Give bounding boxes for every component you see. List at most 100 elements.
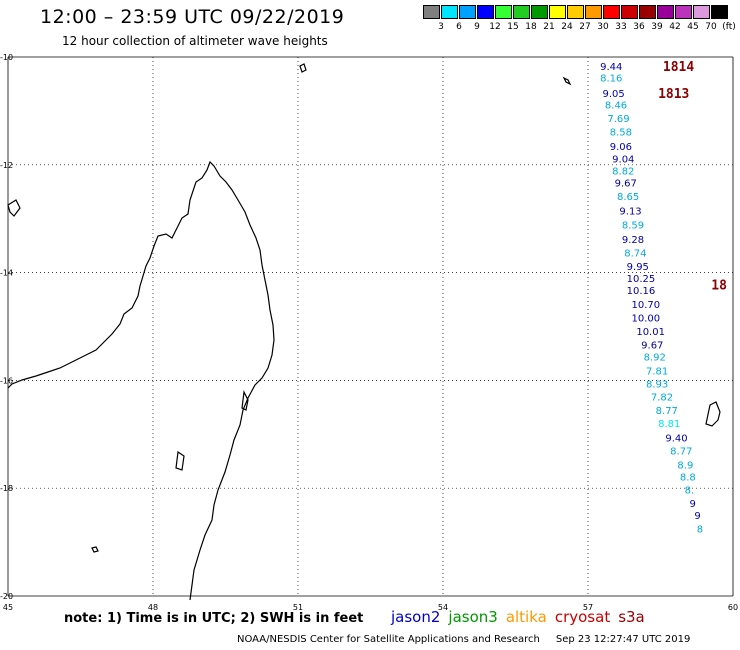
wave-height-value: 8.81: [658, 419, 680, 430]
scale-label: 24: [561, 22, 573, 32]
map-subtitle: 12 hour collection of altimeter wave hei…: [62, 34, 328, 48]
scale-label: 30: [597, 22, 609, 32]
scale-label: 18: [525, 22, 537, 32]
wave-height-value: 10.70: [632, 300, 661, 311]
wave-height-value: 9.95: [627, 262, 649, 273]
legend-jason2: jason2: [391, 608, 441, 626]
coastline: [7, 63, 721, 601]
wave-height-value: 8.82: [612, 167, 634, 178]
scale-label: 15: [507, 22, 519, 32]
wave-height-value: 8.9: [677, 460, 693, 471]
wave-height-value: 10.00: [632, 313, 661, 324]
lat-tick-label: -12: [0, 161, 13, 170]
scale-label: 45: [687, 22, 699, 32]
wave-height-value: 8.58: [610, 127, 632, 138]
scale-swatch: [549, 5, 566, 19]
lon-tick-label: 45: [3, 603, 13, 612]
scale-label: 39: [651, 22, 663, 32]
scale-swatch: [513, 5, 530, 19]
mozambique-channel-islet: [241, 389, 249, 411]
wave-height-value: 8.77: [656, 406, 678, 417]
agalega-islet: [562, 76, 572, 86]
scale-label: 6: [456, 22, 462, 32]
credit-text: NOAA/NESDIS Center for Satellite Applica…: [237, 634, 540, 645]
pass-number: 1813: [658, 87, 689, 102]
wave-height-value: 7.81: [646, 367, 668, 378]
wave-height-value: 10.25: [627, 274, 656, 285]
wave-height-value: 8.77: [670, 446, 692, 457]
legend-altika: altika: [505, 608, 547, 626]
lon-tick-label: 48: [148, 603, 158, 612]
scale-label: 3: [438, 22, 444, 32]
wave-height-value: 8: [697, 525, 703, 536]
lat-tick-label: -10: [0, 53, 13, 62]
scale-swatch: [657, 5, 674, 19]
west-islet: [91, 546, 99, 553]
wave-height-value: 10.16: [627, 286, 656, 297]
scale-swatch: [621, 5, 638, 19]
timestamp-text: Sep 23 12:27:47 UTC 2019: [555, 634, 691, 645]
scale-label: 27: [579, 22, 591, 32]
wave-height-value: 10.01: [636, 327, 665, 338]
scale-label: 36: [633, 22, 645, 32]
lon-tick-label: 57: [583, 603, 593, 612]
lon-tick-label: 54: [438, 603, 448, 612]
scale-swatch: [567, 5, 584, 19]
pass-number-labels: 1814 1813 18: [658, 60, 727, 293]
satellite-legend: jason2 jason3 altika cryosat s3a: [391, 608, 653, 626]
scale-swatch: [711, 5, 728, 19]
lon-tick-label: 51: [293, 603, 303, 612]
wave-height-value: 8.65: [617, 192, 639, 203]
scale-label: 42: [669, 22, 681, 32]
axis-labels: -10 -12 -14 -16 -18 -20 45 48 51 54 57 60: [0, 53, 738, 612]
lon-tick-label: 60: [728, 603, 738, 612]
lat-tick-label: -14: [0, 269, 13, 278]
wave-height-value: 9.04: [612, 154, 634, 165]
scale-label: 9: [474, 22, 480, 32]
wave-height-labels: 9.448.169.058.467.698.589.069.048.829.67…: [600, 62, 703, 535]
scale-swatch: [441, 5, 458, 19]
wave-height-value: 9.05: [603, 89, 625, 100]
pass-number: 18: [711, 278, 727, 293]
wave-height-value: 8.59: [622, 221, 644, 232]
wave-height-value: 7.69: [607, 114, 629, 125]
wave-height-value: 9.28: [622, 235, 644, 246]
scale-swatch: [459, 5, 476, 19]
wave-height-value: 8.46: [605, 100, 627, 111]
legend-s3a: s3a: [618, 608, 645, 626]
madagascar-coastline: [7, 160, 275, 601]
wave-height-value: 9.44: [600, 62, 622, 73]
scale-label: (ft): [722, 22, 736, 32]
north-islet: [299, 63, 307, 73]
lat-tick-label: -18: [0, 484, 13, 493]
wave-height-value: 8.92: [644, 353, 666, 364]
wave-height-value: 7.82: [651, 393, 673, 404]
nw-coast-fragment: [7, 199, 21, 217]
scale-label: 12: [489, 22, 501, 32]
scale-label: 70: [705, 22, 717, 32]
wave-height-value: 8.: [685, 485, 695, 496]
lat-tick-label: -20: [0, 592, 13, 601]
wave-height-value: 9.67: [615, 179, 637, 190]
scale-swatch: [675, 5, 692, 19]
scale-label: 33: [615, 22, 627, 32]
map-grid: [7, 56, 734, 597]
legend-jason3: jason3: [448, 608, 498, 626]
scale-swatch: [477, 5, 494, 19]
footer: NOAA/NESDIS Center for Satellite Applica…: [237, 634, 690, 645]
pass-number: 1814: [663, 60, 694, 75]
wave-height-value: 9.67: [641, 340, 663, 351]
wave-height-value: 8.16: [600, 73, 622, 84]
reunion-mauritius-islet: [705, 401, 721, 427]
scale-label: 21: [543, 22, 555, 32]
wave-height-value: 8.93: [646, 380, 668, 391]
scale-swatch: [639, 5, 656, 19]
wave-height-value: 8.8: [680, 472, 696, 483]
scale-swatch: [585, 5, 602, 19]
scale-swatch: [693, 5, 710, 19]
wave-height-value: 9.13: [619, 207, 641, 218]
wave-height-value: 9: [694, 511, 700, 522]
scale-swatch: [531, 5, 548, 19]
scale-swatch: [495, 5, 512, 19]
color-scale: 3 6 9 12 15 18 21 24 27 30 33 36 39 42 45 70 (ft): [423, 5, 736, 35]
